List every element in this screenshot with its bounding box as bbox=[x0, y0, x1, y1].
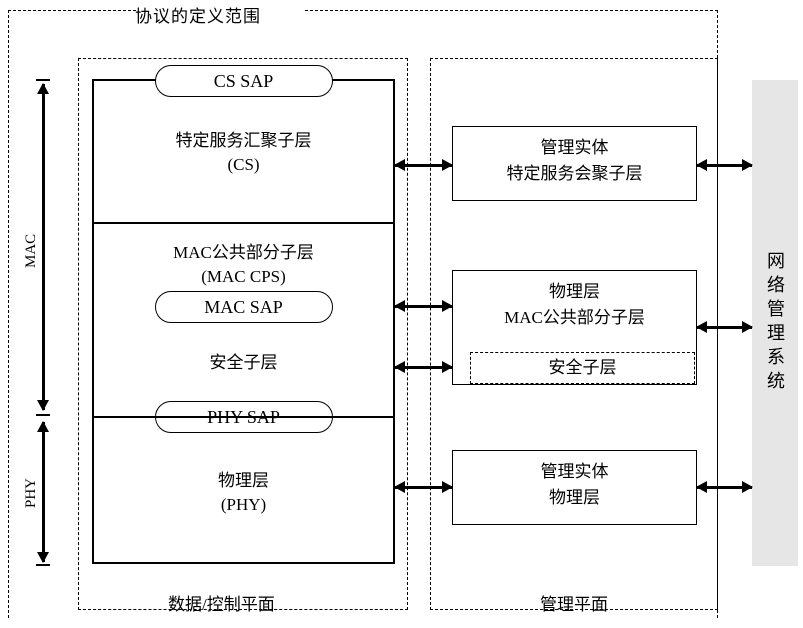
protocol-scope-title: 协议的定义范围 bbox=[135, 2, 261, 27]
tick-mid bbox=[36, 414, 50, 416]
arrow-mgmt-mac-netmgmt bbox=[697, 326, 752, 329]
tick-bottom bbox=[36, 564, 50, 566]
mgmt-cs-l2: 特定服务会聚子层 bbox=[507, 164, 643, 183]
mgmt-security-inner-text: 安全子层 bbox=[549, 358, 617, 377]
diagram-canvas: 协议的定义范围 数据/控制平面 管理平面 CS SAP 特定服务汇聚子层 (CS… bbox=[0, 0, 803, 628]
security-layer-text: 安全子层 bbox=[210, 353, 278, 372]
arrow-mgmt-phy-netmgmt bbox=[697, 486, 752, 489]
arrow-security-mgmt bbox=[395, 366, 452, 369]
mgmt-phy-l2: 物理层 bbox=[549, 488, 600, 507]
stack-divider-2 bbox=[94, 416, 393, 418]
cs-sap-pill: CS SAP bbox=[155, 65, 333, 97]
arrow-mac-mgmt bbox=[395, 305, 452, 308]
mgmt-phy-box: 管理实体 物理层 bbox=[452, 450, 697, 525]
mac-cps-label: MAC公共部分子层 (MAC CPS) bbox=[94, 241, 393, 289]
mac-sap-pill: MAC SAP bbox=[155, 291, 333, 323]
network-mgmt-system-text: 网络管理系统 bbox=[762, 251, 788, 395]
range-label-phy: PHY bbox=[23, 478, 40, 508]
range-arrow-mac bbox=[42, 84, 45, 410]
range-arrow-phy bbox=[42, 422, 45, 562]
range-label-mac: MAC bbox=[23, 234, 40, 268]
mac-cps-en: (MAC CPS) bbox=[201, 267, 286, 286]
mac-cps-zh: MAC公共部分子层 bbox=[173, 243, 314, 262]
management-plane-title: 管理平面 bbox=[540, 590, 608, 615]
security-layer-label: 安全子层 bbox=[94, 351, 393, 375]
mgmt-mac-l1: 物理层 bbox=[549, 282, 600, 301]
mgmt-entity-cs-box: 管理实体 特定服务会聚子层 bbox=[452, 126, 697, 201]
phy-layer-zh: 物理层 bbox=[218, 471, 269, 490]
stack-divider-1 bbox=[94, 222, 393, 224]
mgmt-mac-l2: MAC公共部分子层 bbox=[504, 308, 645, 327]
cs-layer-label: 特定服务汇聚子层 (CS) bbox=[94, 129, 393, 177]
arrow-cs-mgmt bbox=[395, 164, 452, 167]
data-control-plane-title: 数据/控制平面 bbox=[168, 590, 275, 615]
arrow-mgmt-cs-netmgmt bbox=[697, 164, 752, 167]
outer-dashed-top-right bbox=[305, 10, 718, 11]
protocol-stack: CS SAP 特定服务汇聚子层 (CS) MAC公共部分子层 (MAC CPS)… bbox=[92, 79, 395, 564]
phy-layer-en: (PHY) bbox=[221, 495, 266, 514]
tick-top bbox=[36, 79, 50, 81]
mgmt-security-inner: 安全子层 bbox=[470, 352, 695, 384]
outer-dashed-top-left bbox=[8, 10, 136, 11]
cs-layer-zh: 特定服务汇聚子层 bbox=[176, 131, 312, 150]
arrow-phy-mgmt bbox=[395, 486, 452, 489]
phy-layer-label: 物理层 (PHY) bbox=[94, 469, 393, 517]
network-mgmt-system-bar: 网络管理系统 bbox=[752, 80, 798, 566]
mgmt-phy-l1: 管理实体 bbox=[541, 462, 609, 481]
cs-layer-en: (CS) bbox=[227, 155, 259, 174]
mgmt-cs-l1: 管理实体 bbox=[541, 138, 609, 157]
